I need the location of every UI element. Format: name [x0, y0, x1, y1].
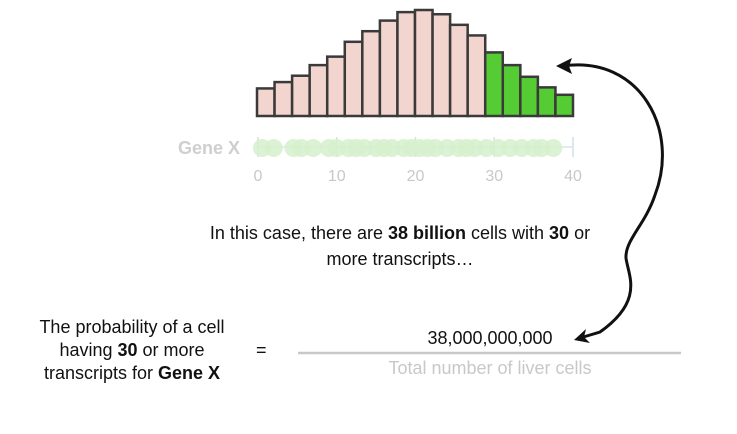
histogram-bar	[466, 34, 487, 118]
lhs-line3-pre: transcripts for	[43, 363, 158, 383]
histogram-bar	[343, 40, 364, 118]
probability-statement: The probability of a cell having 30 or m…	[8, 316, 256, 385]
histogram-bar	[325, 55, 347, 118]
tick-label: 0	[254, 168, 263, 185]
histogram-bar	[273, 80, 294, 118]
histogram-bar-highlighted	[554, 93, 575, 118]
histogram-bar	[290, 74, 311, 118]
caption-bold-threshold: 30	[549, 223, 570, 243]
expression-dot	[304, 139, 323, 157]
lhs-line2-bold: 30	[117, 340, 138, 360]
gene-axis: Gene X 0 10 20 30 40	[178, 137, 582, 185]
caption-text-post: or	[569, 223, 591, 243]
lhs-line1: The probability of a cell	[39, 317, 225, 337]
tick-label: 10	[328, 168, 346, 185]
tick-label: 40	[564, 168, 582, 185]
explanation-caption: In this case, there are 38 billion cells…	[150, 220, 650, 272]
histogram-bar-highlighted	[501, 63, 522, 118]
histogram	[255, 8, 575, 118]
histogram-bar	[448, 23, 469, 118]
histogram-bar	[378, 19, 399, 118]
arrowhead-top-icon	[556, 58, 572, 74]
tick-labels: 0 10 20 30 40	[254, 168, 582, 185]
caption-line2: more transcripts…	[326, 249, 474, 269]
histogram-bar	[255, 87, 276, 118]
histogram-bar	[431, 12, 452, 118]
fraction-denominator: Total number of liver cells	[388, 358, 592, 378]
fraction-numerator: 38,000,000,000	[427, 328, 553, 348]
tick-label: 30	[485, 168, 503, 185]
caption-bold-count: 38 billion	[388, 223, 467, 243]
expression-dot	[544, 139, 563, 157]
lhs-line2-pre: having	[59, 340, 118, 360]
histogram-bar	[361, 29, 382, 118]
histogram-bar	[308, 63, 329, 118]
arrowhead-bottom-icon	[574, 329, 590, 343]
caption-text-mid: cells with	[466, 223, 550, 243]
expression-dots	[252, 139, 563, 157]
histogram-bar	[413, 8, 434, 118]
lhs-line2-post: or more	[137, 340, 205, 360]
equals-sign: =	[256, 340, 267, 360]
histogram-bar	[396, 10, 417, 118]
histogram-bar-highlighted	[519, 75, 540, 118]
lhs-line3-bold: Gene X	[158, 363, 221, 383]
tick-label: 20	[407, 168, 425, 185]
histogram-bar-highlighted	[536, 86, 557, 118]
curved-arrow	[561, 63, 664, 340]
gene-label: Gene X	[178, 138, 240, 158]
caption-text-pre: In this case, there are	[209, 223, 388, 243]
histogram-bar-highlighted	[483, 51, 505, 118]
expression-dot	[264, 139, 283, 157]
